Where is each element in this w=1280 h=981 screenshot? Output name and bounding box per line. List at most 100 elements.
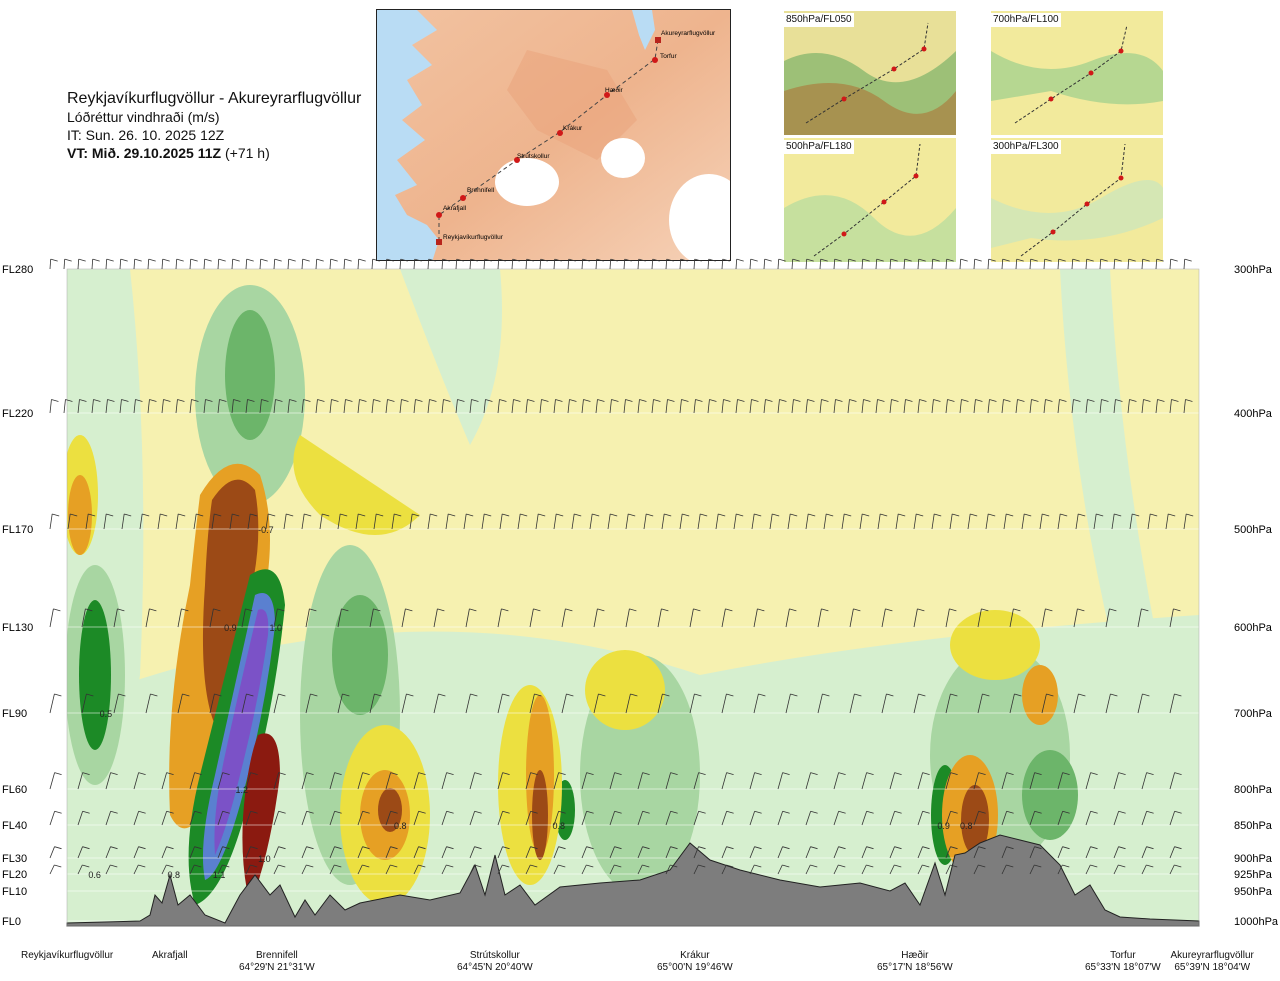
contour-label: 0.8 [552,821,565,831]
wind-barb [49,693,62,714]
wind-barb [581,846,594,859]
wind-barb [833,258,842,270]
wind-barb [987,399,997,414]
marker-akureyrarflugvollur [655,37,661,43]
wind-barb [1001,399,1011,414]
wind-barb [1183,258,1192,270]
wind-barb [889,864,902,875]
wind-barb [441,399,451,414]
land-highlands [507,50,637,160]
level-map-700[interactable]: 700hPa/FL100 [991,11,1163,135]
wind-barb [693,810,706,826]
wind-barb [567,399,577,414]
level-map-500[interactable]: 500hPa/FL180 [784,138,956,262]
wind-barb [245,772,258,790]
wind-barb [1029,772,1042,790]
wind-barb [273,810,286,826]
wind-barb [689,693,702,714]
wind-barb [1141,864,1154,875]
wind-barb [561,608,573,628]
wind-barb [497,864,510,875]
wind-barb [1057,846,1070,859]
valid-time: VT: Mið. 29.10.2025 11Z (+71 h) [67,144,361,162]
wind-barb [623,258,632,270]
map-label-krakur: Krákur [563,125,583,132]
wind-barb [945,693,958,714]
wind-barb [1129,513,1140,530]
wind-barb [145,693,158,714]
wind-barb [609,864,622,875]
marker-haedir [604,92,610,98]
wind-barb [343,258,352,270]
wind-barb [287,399,297,414]
contour-label: 0.9 [224,623,237,633]
wind-barb [49,399,59,414]
left-axis-label: FL40 [2,820,27,832]
wind-barb [657,608,669,628]
wind-barb [1071,399,1081,414]
wind-barb [1155,399,1165,414]
wind-barb [401,693,414,714]
wind-barb [385,846,398,859]
wind-barb [791,258,800,270]
wind-barb [553,258,562,270]
waypoint-coord: 65°17'N 18°56'W [877,962,953,973]
wind-barb [787,513,798,530]
wind-barb [875,258,884,270]
wind-barb [119,258,128,270]
wind-barb [833,399,843,414]
wind-barb [973,846,986,859]
wind-barb [49,258,58,270]
wind-barb [209,693,222,714]
wind-barb [433,608,445,628]
wind-barb [1113,864,1126,875]
cross-section-chart: FL280 300hPa FL220 400hPa FL170 500hPa FL130 60… [2,258,1279,928]
wind-barb [189,399,199,414]
wind-barb [693,258,702,270]
wind-barb [427,258,436,270]
wind-barb [637,258,646,270]
wind-barb [217,258,226,270]
wind-barb [973,399,983,414]
wind-barb [119,399,129,414]
left-axis-label: FL280 [2,264,33,276]
wind-barb [1113,258,1122,270]
field-downdraft-low [242,733,280,905]
wind-barb [945,258,954,270]
wind-barb [337,608,349,628]
wind-barb [1001,772,1014,790]
wind-barb [525,846,538,859]
wind-barb [1099,258,1108,270]
wind-barb [973,772,986,790]
wind-barb [849,693,862,714]
wind-barb [903,258,912,270]
waypoint-name: Strútskollur [469,950,520,961]
wind-barb [977,693,990,714]
wind-barb [1009,693,1022,714]
wind-barb [273,608,285,628]
wind-barb [665,399,675,414]
wind-barb [105,864,118,875]
wind-barb [1141,258,1150,270]
wind-barb [847,258,856,270]
level-map-300-label: 300hPa/FL300 [991,140,1061,154]
wind-barb [1141,810,1154,826]
level-map-850[interactable]: 850hPa/FL050 [784,11,956,135]
wind-barb [1099,399,1109,414]
field-yellow-4 [585,650,665,730]
wind-barb [679,399,689,414]
wind-barb [623,399,633,414]
right-axis-label: 400hPa [1234,408,1273,420]
wind-barb [877,513,888,530]
wind-barb [229,513,240,530]
wind-barb [1043,399,1053,414]
wind-barb [693,846,706,859]
wind-barb [917,864,930,875]
wind-barb [1183,513,1194,530]
wind-barb [693,399,703,414]
waypoint-label: Akrafjall [152,950,188,962]
wind-barb [861,258,870,270]
wind-barb [105,810,118,826]
level-map-300[interactable]: 300hPa/FL300 [991,138,1163,262]
right-axis-label: 700hPa [1234,708,1273,720]
